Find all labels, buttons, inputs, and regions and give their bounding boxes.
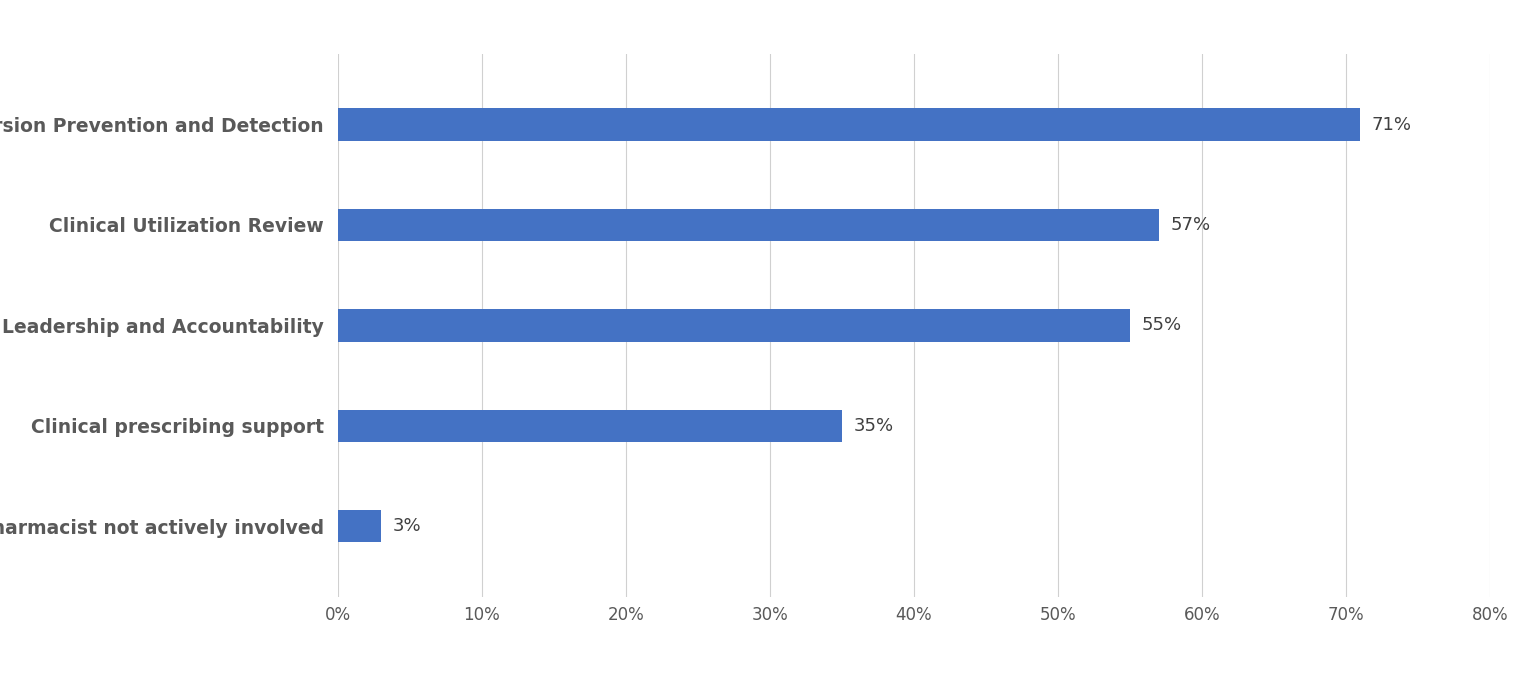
- Bar: [338, 309, 1130, 342]
- Bar: [338, 108, 1361, 140]
- Text: 35%: 35%: [854, 417, 894, 435]
- Text: 71%: 71%: [1372, 115, 1412, 134]
- Bar: [338, 209, 1158, 241]
- Text: 57%: 57%: [1170, 216, 1210, 234]
- Text: 55%: 55%: [1141, 317, 1181, 334]
- Text: 3%: 3%: [393, 517, 421, 536]
- Bar: [338, 511, 381, 542]
- Bar: [338, 410, 842, 442]
